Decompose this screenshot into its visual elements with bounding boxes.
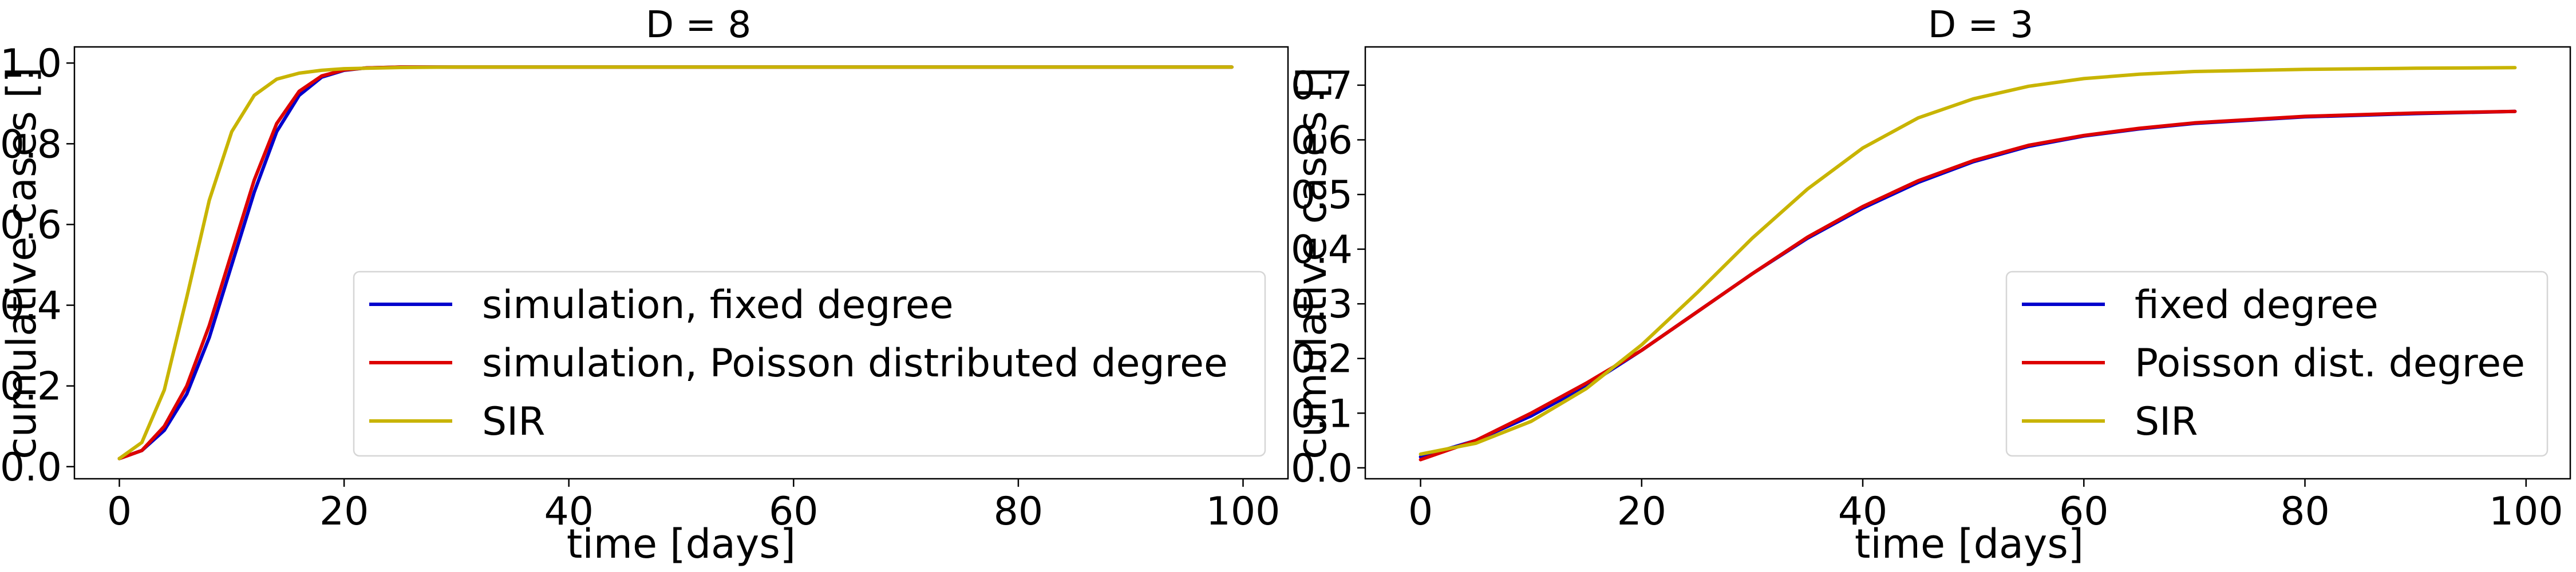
chart-2-x-tick-label: 20 [1617, 489, 1667, 534]
chart-2-x-tick-label: 100 [2489, 489, 2563, 534]
chart-1-y-axis-label: cumulative cases [] [0, 67, 45, 459]
chart-2-series-line-2 [1419, 109, 2517, 462]
chart-1-legend-label-3: SIR [482, 399, 545, 444]
chart-panel-1: D = 8 0 20 40 60 80 100 0.0 0.2 0.4 0.6 0.8 1.0 ti… [0, 4, 1289, 567]
chart-2-series-lines [1419, 66, 2517, 462]
chart-1-series-lines [117, 65, 1234, 460]
chart-2-y-tick-label: 0.3 [1291, 282, 1353, 327]
chart-1-y-tick-label: 0.6 [0, 202, 62, 248]
chart-1-x-tick-label: 20 [319, 489, 369, 534]
chart-1-y-tick-label: 0.2 [0, 364, 62, 410]
chart-1-legend: simulation, fixed degree simulation, Poi… [353, 271, 1266, 457]
chart-2-y-ticks: 0.0 0.1 0.2 0.3 0.4 0.5 0.6 0.7 [1291, 63, 1365, 491]
chart-2-y-tick-label: 0.0 [1291, 446, 1353, 491]
chart-2-x-ticks: 0 20 40 60 80 100 [1408, 479, 2563, 534]
chart-2-x-tick-label: 0 [1408, 489, 1433, 534]
chart-1-legend-box [353, 271, 1266, 457]
chart-2-legend-label-2: Poisson dist. degree [2135, 341, 2525, 386]
chart-1-y-tick-label: 0.0 [0, 445, 62, 490]
chart-1-legend-label-2: simulation, Poisson distributed degree [482, 341, 1228, 386]
chart-1-y-tick-label: 0.8 [0, 122, 62, 167]
chart-1-x-tick-label: 80 [994, 489, 1044, 534]
chart-2-plot-area [1364, 46, 2571, 480]
chart-panel-2: D = 3 0 20 40 60 80 100 0.0 0.1 0.2 0.3 0.4 0.5 0.6… [1289, 4, 2571, 567]
chart-1-x-tick-label: 60 [769, 489, 819, 534]
chart-2-x-tick-label: 40 [1838, 489, 1888, 534]
chart-2-x-axis-label: time [days] [1855, 521, 2084, 567]
chart-2-legend-label-1: fixed degree [2135, 283, 2379, 328]
chart-1-y-tick-label: 1.0 [0, 41, 62, 86]
chart-1-x-tick-label: 40 [544, 489, 594, 534]
chart-2-y-tick-label: 0.5 [1291, 173, 1353, 218]
chart-2-y-tick-label: 0.4 [1291, 228, 1353, 273]
chart-2-legend: fixed degree Poisson dist. degree SIR [2005, 271, 2549, 457]
chart-2-legend-box [2005, 271, 2549, 457]
chart-1-y-tick-label: 0.4 [0, 284, 62, 329]
chart-2-x-tick-label: 60 [2059, 489, 2109, 534]
chart-1-x-axis-label: time [days] [567, 521, 796, 567]
chart-1-series-line-3 [117, 65, 1234, 460]
chart-1-y-ticks: 0.0 0.2 0.4 0.6 0.8 1.0 [0, 41, 74, 490]
chart-2-y-tick-label: 0.7 [1291, 63, 1353, 109]
chart-2-series-line-3 [1419, 66, 2517, 456]
chart-2-x-tick-label: 80 [2280, 489, 2330, 534]
chart-1-legend-label-1: simulation, fixed degree [482, 283, 954, 328]
chart-2-title: D = 3 [1928, 4, 2033, 46]
chart-1-title: D = 8 [646, 4, 751, 46]
chart-2-y-tick-label: 0.2 [1291, 337, 1353, 382]
chart-2-y-tick-label: 0.6 [1291, 118, 1353, 163]
chart-2-y-axis-label: cumulative cases [] [1289, 67, 1336, 459]
chart-1-plot-area [73, 46, 1289, 480]
chart-2-y-tick-label: 0.1 [1291, 391, 1353, 436]
chart-2-legend-label-3: SIR [2135, 399, 2198, 444]
chart-1-x-tick-label: 100 [1206, 489, 1281, 534]
chart-1-x-ticks: 0 20 40 60 80 100 [107, 479, 1280, 534]
chart-1-x-tick-label: 0 [107, 489, 132, 534]
